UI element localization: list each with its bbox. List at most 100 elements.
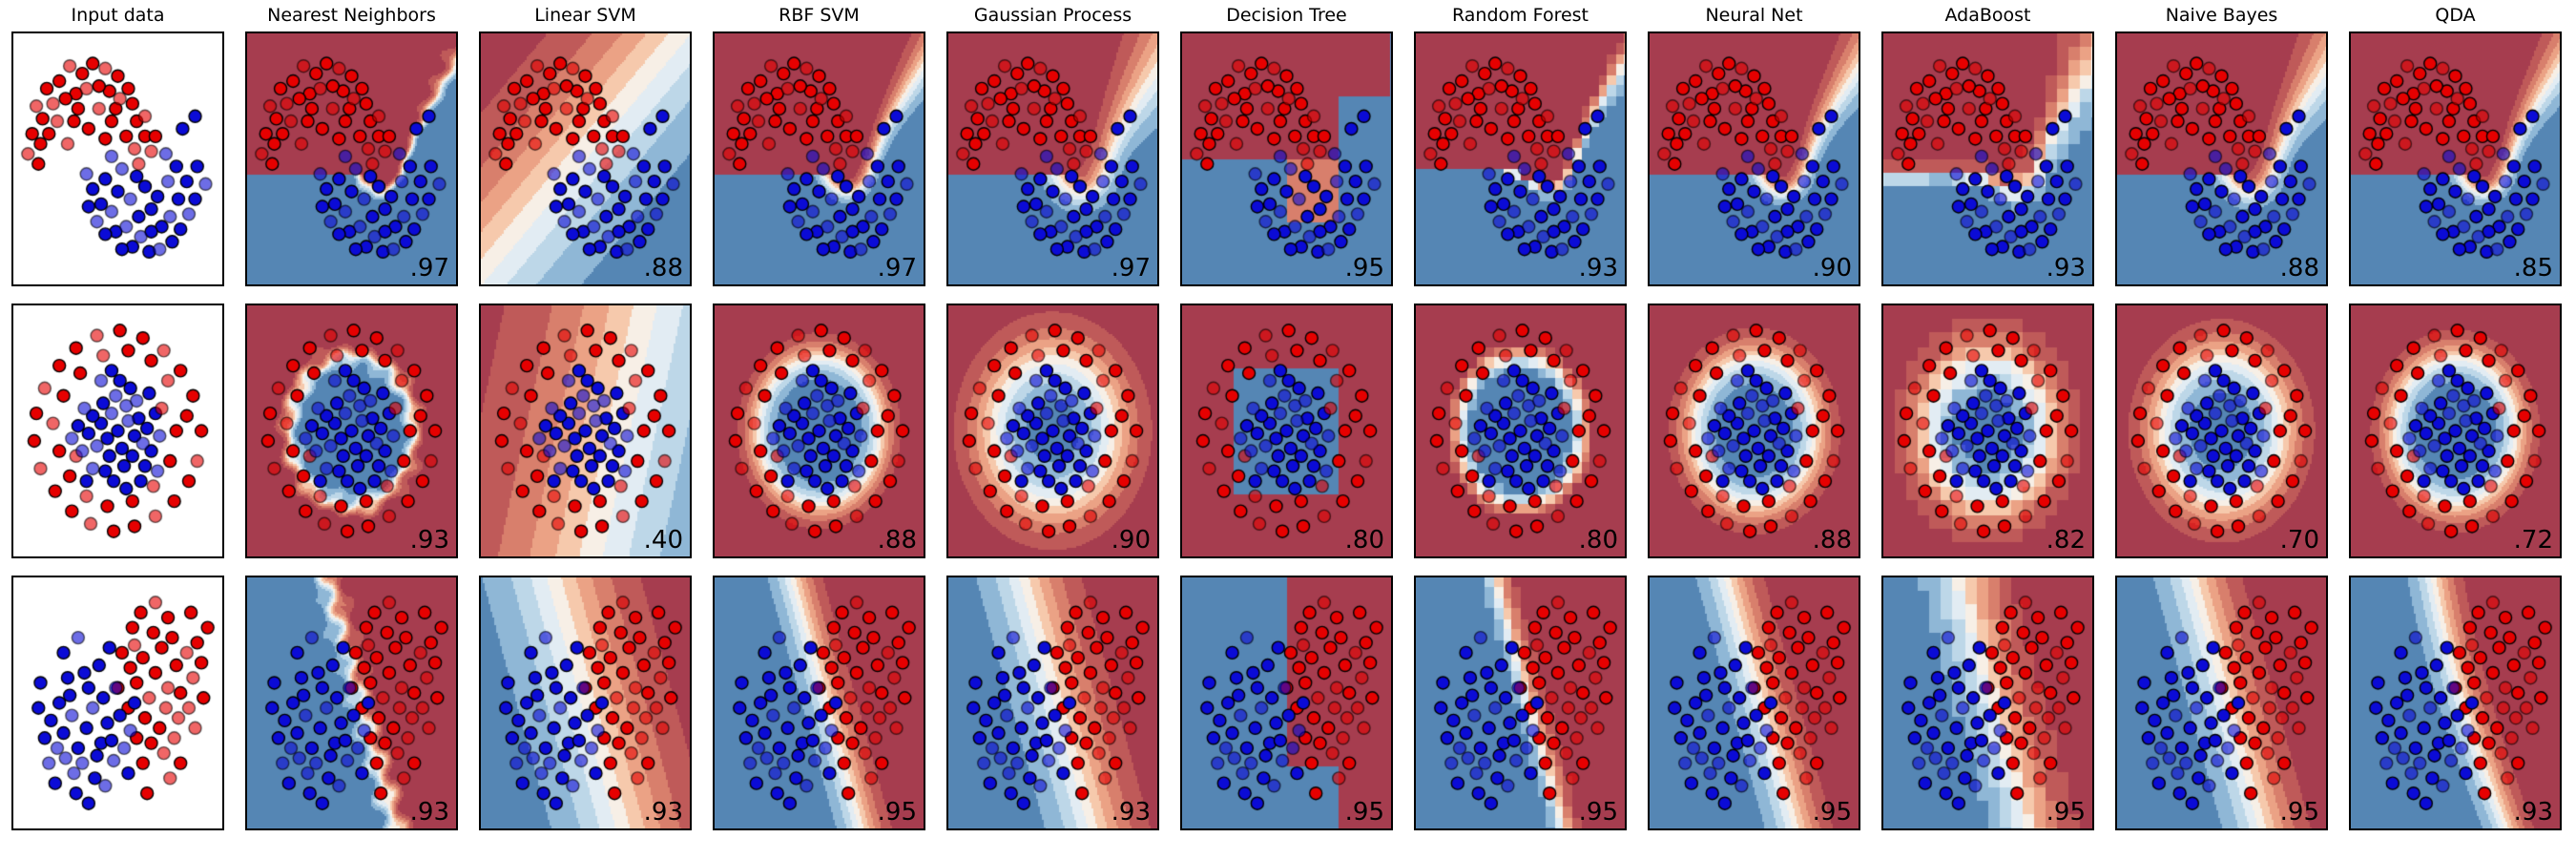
- panel-r2-c1: .93: [245, 576, 458, 830]
- decision-surface-canvas-r0-c7: [1650, 33, 1859, 284]
- accuracy-score-r1-c1: .93: [409, 526, 449, 555]
- decision-surface-canvas-r1-c9: [2117, 305, 2326, 556]
- decision-surface-canvas-r0-c3: [715, 33, 924, 284]
- decision-surface-canvas-r2-c7: [1650, 577, 1859, 828]
- column-title-0: Input data: [71, 5, 165, 26]
- panel-r2-c7: .95: [1648, 576, 1860, 830]
- decision-surface-canvas-r0-c6: [1416, 33, 1625, 284]
- panel-r1-c5: .80: [1180, 304, 1393, 558]
- decision-surface-canvas-r2-c10: [2351, 577, 2560, 828]
- accuracy-score-r1-c10: .72: [2513, 526, 2553, 555]
- panel-r2-c0: [11, 576, 224, 830]
- accuracy-score-r2-c3: .95: [877, 798, 917, 827]
- decision-surface-canvas-r1-c5: [1182, 305, 1391, 556]
- input-scatter-canvas-r0: [13, 33, 222, 284]
- accuracy-score-r0-c2: .88: [643, 254, 683, 283]
- input-scatter-canvas-r1: [13, 305, 222, 556]
- accuracy-score-r0-c3: .97: [877, 254, 917, 283]
- column-title-6: Random Forest: [1451, 5, 1589, 26]
- accuracy-score-r1-c4: .90: [1111, 526, 1151, 555]
- decision-surface-canvas-r2-c6: [1416, 577, 1625, 828]
- panel-r0-c6: .93: [1414, 31, 1627, 286]
- panel-r0-c3: .97: [713, 31, 925, 286]
- accuracy-score-r0-c5: .95: [1344, 254, 1384, 283]
- accuracy-score-r1-c9: .70: [2279, 526, 2319, 555]
- decision-surface-canvas-r1-c6: [1416, 305, 1625, 556]
- decision-surface-canvas-r2-c2: [481, 577, 690, 828]
- panel-r1-c10: .72: [2349, 304, 2562, 558]
- column-title-10: QDA: [2435, 5, 2476, 26]
- decision-surface-canvas-r2-c8: [1883, 577, 2092, 828]
- accuracy-score-r2-c8: .95: [2046, 798, 2086, 827]
- decision-surface-canvas-r0-c8: [1883, 33, 2092, 284]
- decision-surface-canvas-r1-c8: [1883, 305, 2092, 556]
- accuracy-score-r1-c6: .80: [1578, 526, 1618, 555]
- panel-r0-c5: .95: [1180, 31, 1393, 286]
- panel-r0-c10: .85: [2349, 31, 2562, 286]
- decision-surface-canvas-r0-c10: [2351, 33, 2560, 284]
- panel-r2-c5: .95: [1180, 576, 1393, 830]
- input-scatter-canvas-r2: [13, 577, 222, 828]
- accuracy-score-r0-c7: .90: [1812, 254, 1852, 283]
- accuracy-score-r0-c6: .93: [1578, 254, 1618, 283]
- column-title-9: Naive Bayes: [2165, 5, 2278, 26]
- accuracy-score-r0-c4: .97: [1111, 254, 1151, 283]
- column-title-1: Nearest Neighbors: [267, 5, 436, 26]
- panel-r0-c2: .88: [479, 31, 692, 286]
- accuracy-score-r2-c1: .93: [409, 798, 449, 827]
- accuracy-score-r0-c8: .93: [2046, 254, 2086, 283]
- accuracy-score-r2-c2: .93: [643, 798, 683, 827]
- column-title-7: Neural Net: [1705, 5, 1803, 26]
- decision-surface-canvas-r2-c3: [715, 577, 924, 828]
- decision-surface-canvas-r2-c4: [948, 577, 1157, 828]
- panel-r0-c7: .90: [1648, 31, 1860, 286]
- accuracy-score-r0-c9: .88: [2279, 254, 2319, 283]
- panel-r1-c0: [11, 304, 224, 558]
- accuracy-score-r2-c6: .95: [1578, 798, 1618, 827]
- panel-r1-c3: .88: [713, 304, 925, 558]
- panel-r1-c9: .70: [2115, 304, 2328, 558]
- panel-r2-c9: .95: [2115, 576, 2328, 830]
- decision-surface-canvas-r2-c5: [1182, 577, 1391, 828]
- decision-surface-canvas-r0-c2: [481, 33, 690, 284]
- decision-surface-canvas-r0-c5: [1182, 33, 1391, 284]
- column-title-3: RBF SVM: [779, 5, 860, 26]
- decision-surface-canvas-r1-c10: [2351, 305, 2560, 556]
- panel-r1-c1: .93: [245, 304, 458, 558]
- panel-r1-c6: .80: [1414, 304, 1627, 558]
- decision-surface-canvas-r2-c9: [2117, 577, 2326, 828]
- accuracy-score-r2-c7: .95: [1812, 798, 1852, 827]
- accuracy-score-r2-c4: .93: [1111, 798, 1151, 827]
- column-title-5: Decision Tree: [1226, 5, 1347, 26]
- panel-r0-c0: [11, 31, 224, 286]
- decision-surface-canvas-r0-c4: [948, 33, 1157, 284]
- accuracy-score-r0-c1: .97: [409, 254, 449, 283]
- accuracy-score-r1-c5: .80: [1344, 526, 1384, 555]
- accuracy-score-r2-c5: .95: [1344, 798, 1384, 827]
- panel-r2-c6: .95: [1414, 576, 1627, 830]
- accuracy-score-r1-c3: .88: [877, 526, 917, 555]
- panel-r2-c4: .93: [946, 576, 1159, 830]
- panel-r2-c2: .93: [479, 576, 692, 830]
- decision-surface-canvas-r1-c4: [948, 305, 1157, 556]
- column-title-4: Gaussian Process: [973, 5, 1132, 26]
- panel-r0-c4: .97: [946, 31, 1159, 286]
- accuracy-score-r2-c10: .93: [2513, 798, 2553, 827]
- decision-surface-canvas-r0-c9: [2117, 33, 2326, 284]
- accuracy-score-r0-c10: .85: [2513, 254, 2553, 283]
- decision-surface-canvas-r1-c1: [247, 305, 456, 556]
- accuracy-score-r1-c2: .40: [643, 526, 683, 555]
- panel-r0-c1: .97: [245, 31, 458, 286]
- column-title-2: Linear SVM: [534, 5, 636, 26]
- decision-surface-canvas-r2-c1: [247, 577, 456, 828]
- accuracy-score-r2-c9: .95: [2279, 798, 2319, 827]
- decision-surface-canvas-r1-c3: [715, 305, 924, 556]
- accuracy-score-r1-c7: .88: [1812, 526, 1852, 555]
- panel-r1-c7: .88: [1648, 304, 1860, 558]
- panel-r2-c8: .95: [1881, 576, 2094, 830]
- panel-r1-c8: .82: [1881, 304, 2094, 558]
- column-title-8: AdaBoost: [1944, 5, 2031, 26]
- panel-r2-c10: .93: [2349, 576, 2562, 830]
- panel-r1-c2: .40: [479, 304, 692, 558]
- decision-surface-canvas-r0-c1: [247, 33, 456, 284]
